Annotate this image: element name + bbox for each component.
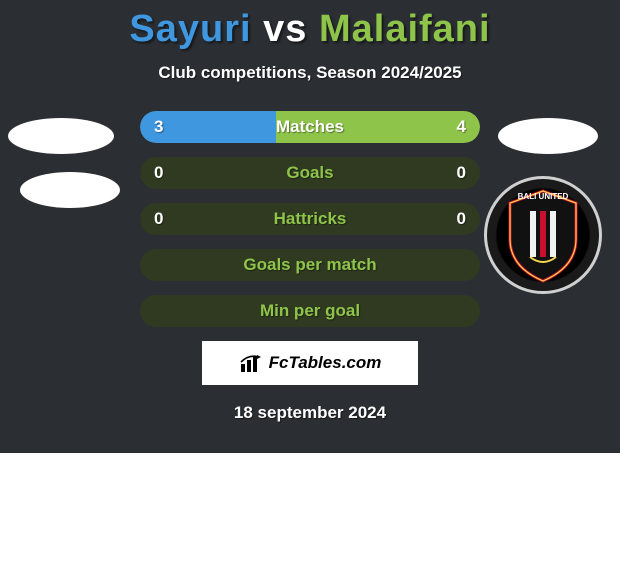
stat-row: 00Goals [140, 157, 480, 189]
brand-text: FcTables.com [269, 353, 382, 373]
brand-box: FcTables.com [202, 341, 418, 385]
stat-label: Hattricks [140, 209, 480, 229]
stat-label: Matches [140, 117, 480, 137]
page-title: Sayuri vs Malaifani [0, 0, 620, 51]
date-line: 18 september 2024 [0, 403, 620, 423]
player-left-name: Sayuri [129, 8, 251, 50]
player-right-name: Malaifani [319, 8, 491, 50]
stat-label: Goals per match [140, 255, 480, 275]
subtitle: Club competitions, Season 2024/2025 [0, 63, 620, 83]
stat-label: Goals [140, 163, 480, 183]
stat-row: 00Hattricks [140, 203, 480, 235]
stat-row: 34Matches [140, 111, 480, 143]
stat-rows: 34Matches 00Goals 00Hattricks Goals per mat… [0, 111, 620, 327]
stat-row: Min per goal [140, 295, 480, 327]
stat-row: Goals per match [140, 249, 480, 281]
stat-label: Min per goal [140, 301, 480, 321]
bar-chart-icon [239, 352, 265, 374]
comparison-card: Sayuri vs Malaifani Club competitions, S… [0, 0, 620, 453]
vs-word: vs [263, 8, 307, 50]
